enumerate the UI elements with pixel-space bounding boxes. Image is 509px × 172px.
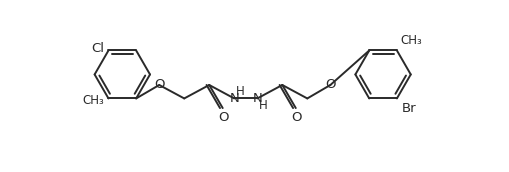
Text: H: H (259, 99, 267, 112)
Text: N: N (229, 92, 239, 105)
Text: H: H (236, 85, 244, 98)
Text: O: O (154, 78, 164, 91)
Text: CH₃: CH₃ (82, 94, 104, 107)
Text: Cl: Cl (91, 42, 104, 55)
Text: O: O (218, 111, 229, 124)
Text: CH₃: CH₃ (399, 34, 421, 47)
Text: N: N (252, 92, 262, 105)
Text: O: O (325, 78, 335, 91)
Text: O: O (291, 111, 301, 124)
Text: Br: Br (401, 102, 415, 115)
